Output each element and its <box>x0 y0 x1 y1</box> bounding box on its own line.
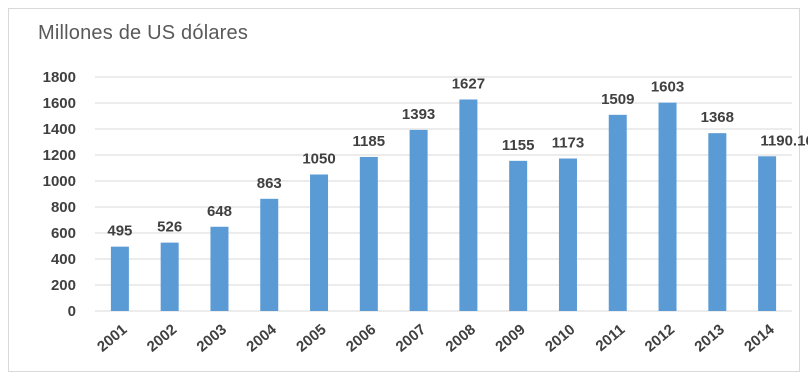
x-tick-label: 2009 <box>492 321 528 355</box>
bar-2005 <box>310 174 329 311</box>
data-label-2013: 1368 <box>701 109 734 126</box>
data-label-2005: 1050 <box>302 151 335 168</box>
data-label-2010: 1173 <box>552 135 585 152</box>
y-tick-label: 0 <box>68 303 76 320</box>
data-label-2011: 1509 <box>601 91 634 108</box>
data-label-2003: 648 <box>207 203 232 220</box>
x-tick-label: 2012 <box>642 321 678 355</box>
bar-2003 <box>210 226 229 311</box>
data-label-2002: 526 <box>157 219 182 236</box>
data-label-2006: 1185 <box>353 133 386 150</box>
chart-title: Millones de US dólares <box>38 22 249 44</box>
y-tick-label: 200 <box>51 277 76 294</box>
bar-2014 <box>758 156 777 311</box>
bar-2007 <box>409 129 428 311</box>
x-tick-label: 2014 <box>741 321 778 356</box>
bar-2006 <box>359 156 378 311</box>
x-tick-label: 2011 <box>592 321 628 355</box>
data-label-2004: 863 <box>257 175 282 192</box>
x-tick-label: 2010 <box>542 321 578 355</box>
y-tick-label: 600 <box>51 225 76 242</box>
y-tick-label: 400 <box>51 251 76 268</box>
x-tick-label: 2004 <box>243 321 280 356</box>
data-label-2008: 1627 <box>452 75 485 92</box>
bar-2010 <box>558 158 577 311</box>
x-axis-ticks: 2001 2002 2003 2004 2005 2006 2007 2008 2009 2010… <box>94 321 778 356</box>
data-label-2007: 1393 <box>402 106 435 123</box>
x-tick-label: 2008 <box>442 321 478 355</box>
y-tick-label: 1000 <box>43 173 76 190</box>
data-label-2001: 495 <box>107 223 132 240</box>
y-tick-label: 1600 <box>43 95 76 112</box>
y-tick-label: 800 <box>51 199 76 216</box>
x-tick-label: 2013 <box>691 321 727 355</box>
x-tick-label: 2002 <box>144 321 180 355</box>
bar-2009 <box>509 160 528 311</box>
x-tick-label: 2003 <box>194 321 230 355</box>
x-tick-label: 2007 <box>393 321 429 355</box>
bar-2001 <box>110 246 129 311</box>
data-labels: 495 526 648 863 1050 1185 1393 1627 1155 1173 1509… <box>107 75 808 239</box>
data-label-2014: 1190.16 <box>760 132 808 149</box>
y-tick-label: 1800 <box>43 69 76 86</box>
y-axis-ticks: 0 200 400 600 800 1000 1200 1400 1600 1800 <box>43 69 76 320</box>
x-tick-label: 2006 <box>343 321 379 355</box>
bar-2013 <box>708 133 727 311</box>
y-tick-label: 1200 <box>43 147 76 164</box>
bar-2002 <box>160 242 179 311</box>
bar-2004 <box>260 198 279 311</box>
data-label-2012: 1603 <box>651 79 684 96</box>
bar-2011 <box>608 114 627 311</box>
x-tick-label: 2005 <box>293 321 329 355</box>
bars <box>110 99 777 312</box>
bar-2012 <box>658 102 677 311</box>
data-label-2009: 1155 <box>502 137 535 154</box>
y-tick-label: 1400 <box>43 121 76 138</box>
x-tick-label: 2001 <box>94 321 130 355</box>
bar-2008 <box>459 99 478 312</box>
gridlines <box>95 76 792 312</box>
